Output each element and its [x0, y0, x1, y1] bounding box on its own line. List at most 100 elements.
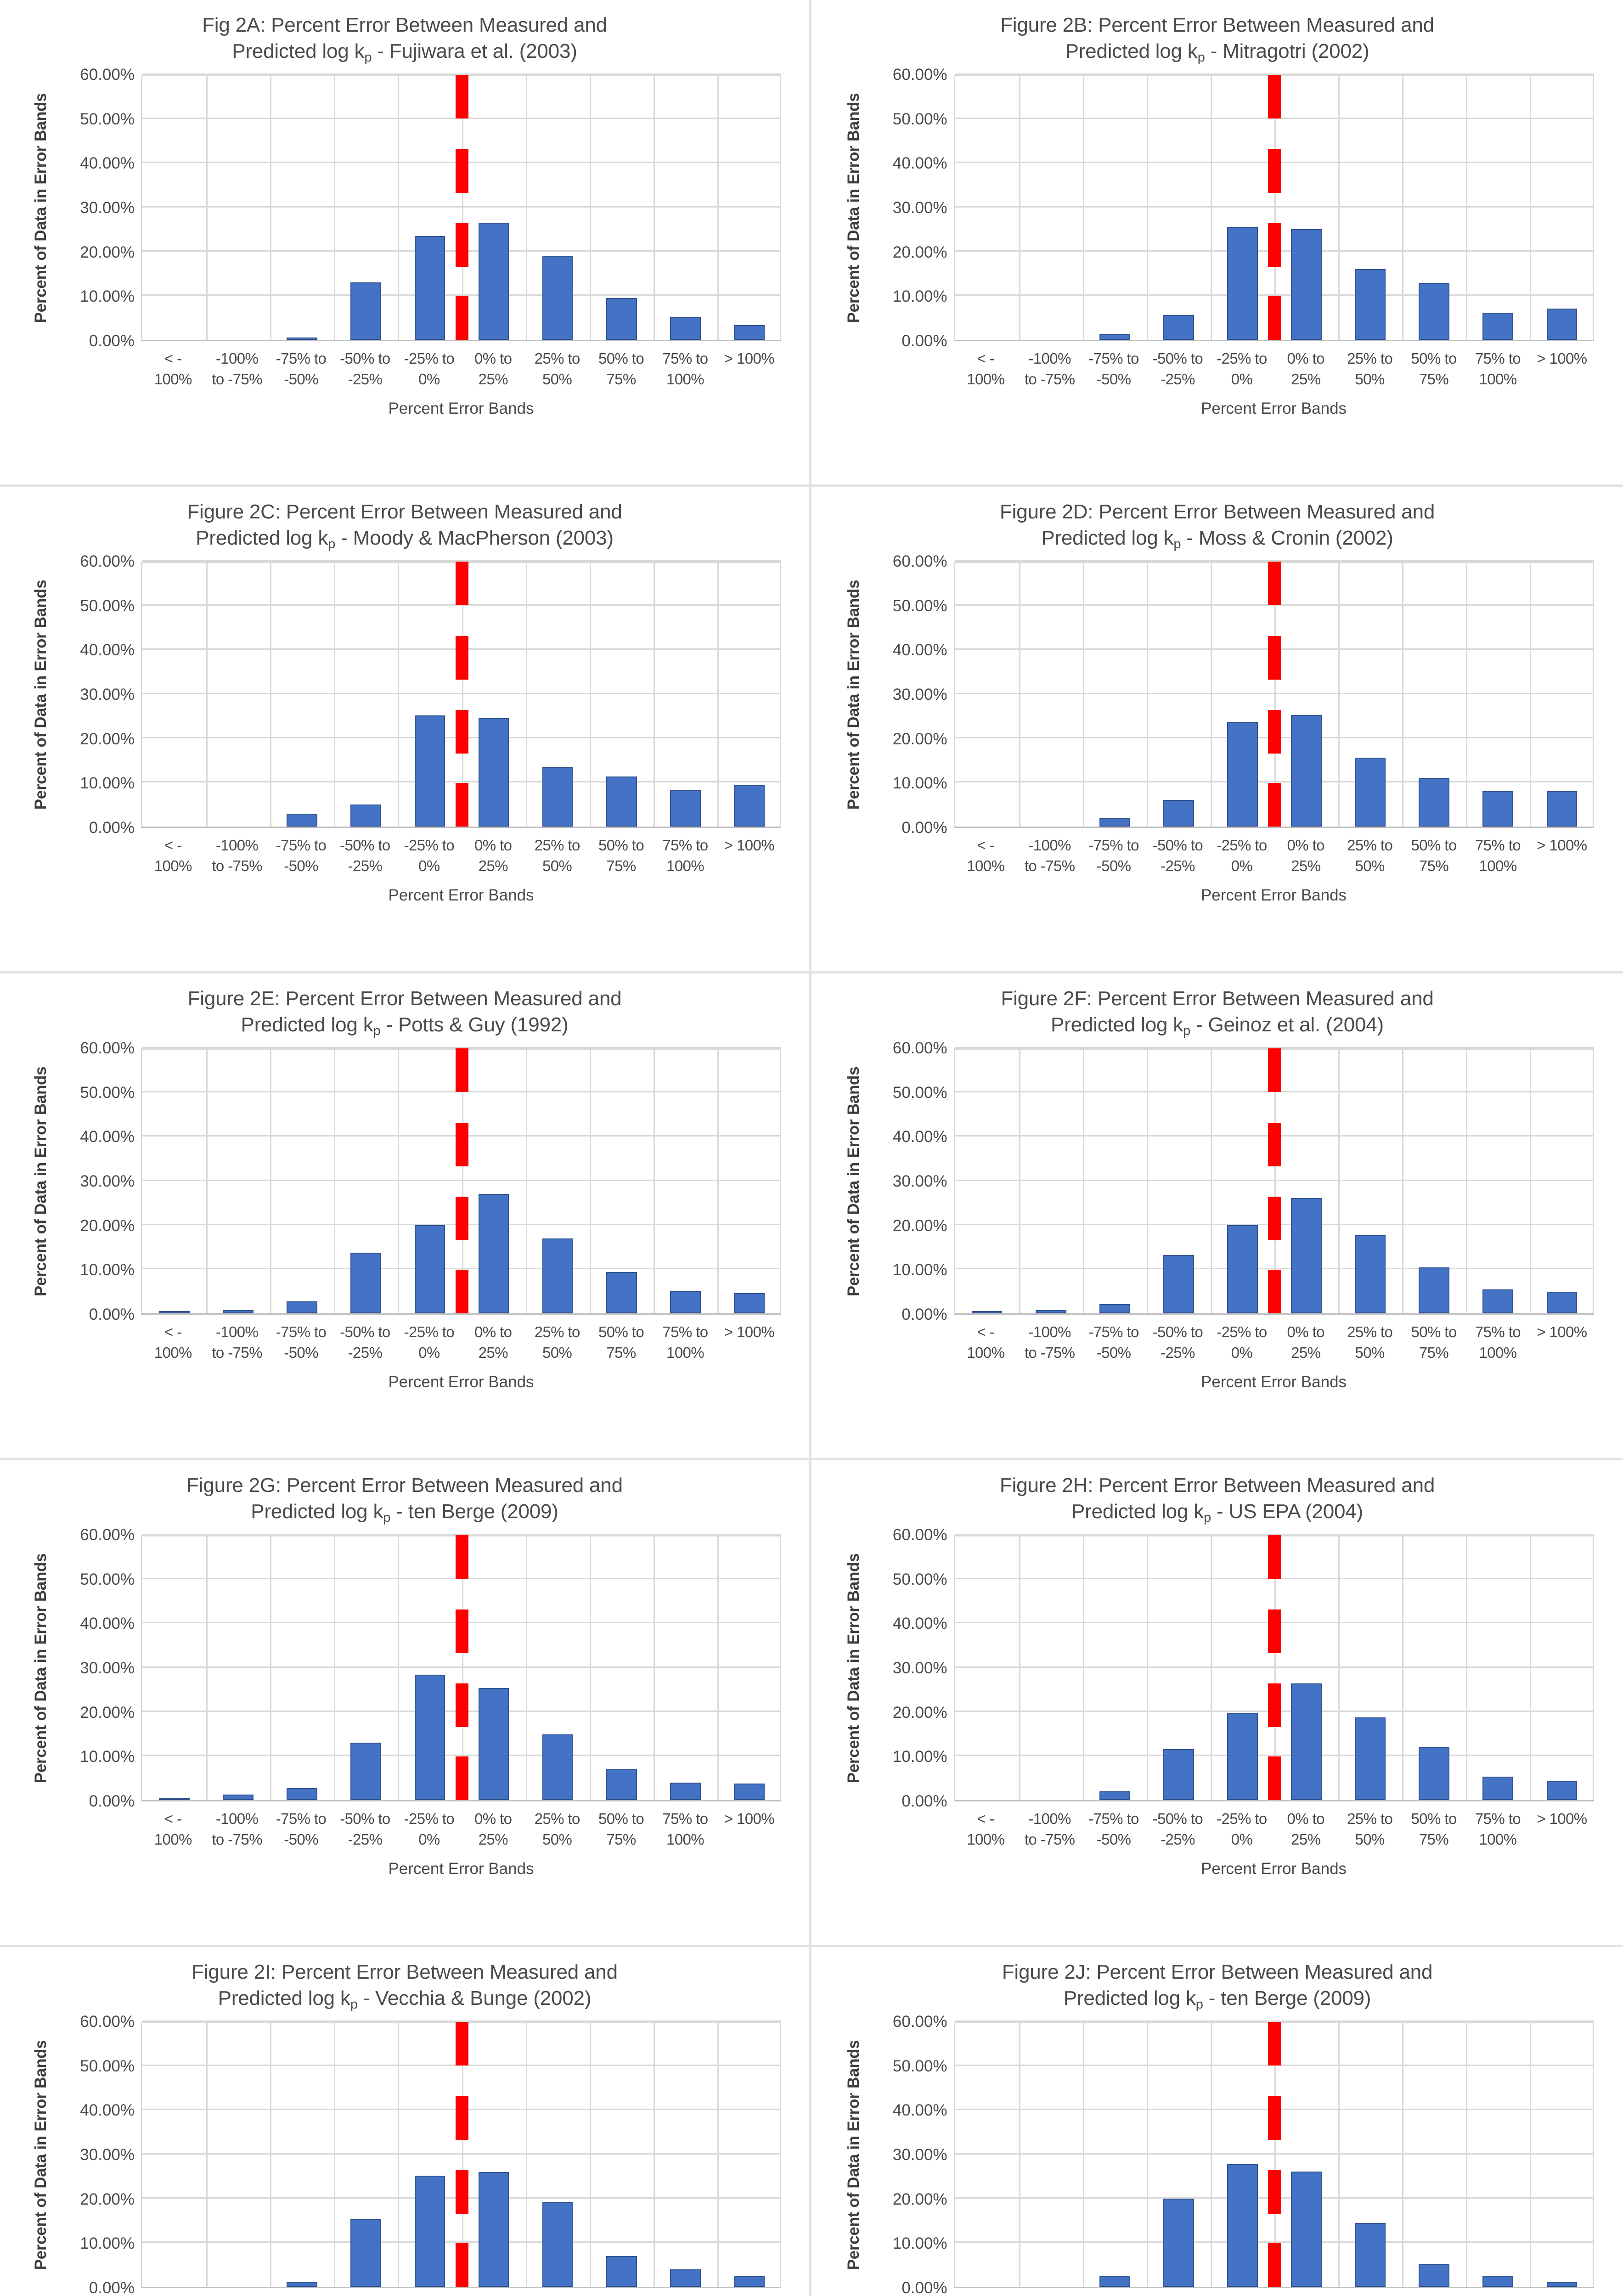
horizontal-gridline [142, 73, 781, 75]
y-axis-ticks: 0.00% 10.00% 20.00% 30.00% 40.00% 50.00% 60.00… [54, 1526, 141, 1810]
x-axis-tick-label: > 100% [1537, 837, 1587, 854]
x-axis-tick-label: -100% to -75% [1024, 837, 1075, 874]
x-axis-title: Percent Error Bands [388, 886, 534, 905]
chart-title-line1: Figure 2E: Percent Error Between Measure… [187, 987, 622, 1010]
bar-slot [142, 75, 206, 340]
bar-slot [462, 2022, 525, 2287]
bar-slot [1211, 562, 1274, 827]
bar-slot [590, 2022, 654, 2287]
bar [478, 223, 509, 340]
plot-area-2b [953, 73, 1594, 342]
bar-slot [1466, 1048, 1530, 1314]
plot-wrapper: < - 100%-100% to -75%-75% to -50%-50% to… [141, 2020, 781, 2296]
chart-panel-2f: Figure 2F: Percent Error Between Measure… [812, 974, 1623, 1460]
y-axis-tick-label: 40.00% [892, 1615, 947, 1633]
bar-slot [1530, 1535, 1594, 1801]
y-axis-tick-label: 0.00% [89, 332, 135, 350]
x-axis-tick-label: -75% to -50% [276, 1810, 327, 1848]
x-axis-tick-label: > 100% [724, 837, 775, 854]
x-axis-tick-label: 25% to 50% [534, 1810, 580, 1848]
x-axis-tick-label: -50% to -25% [340, 1323, 390, 1361]
x-axis-tick-label: -100% to -75% [1024, 1810, 1075, 1848]
vertical-gridline [270, 75, 272, 340]
x-axis-tick-label: 75% to 100% [1475, 1810, 1521, 1848]
x-axis-tick-label: 0% to 25% [474, 1810, 512, 1848]
y-axis-tick-label: 60.00% [80, 1039, 135, 1058]
bar-series [955, 2022, 1594, 2287]
y-axis-tick-label: 50.00% [892, 1083, 947, 1102]
bar-slot [1274, 2022, 1338, 2287]
x-axis-tick-label: -25% to 0% [1217, 1810, 1267, 1848]
x-axis-tick-label: 75% to 100% [1475, 350, 1521, 388]
chart-title-line2-post: - Fujiwara et al. (2003) [372, 40, 577, 63]
bar-slot [398, 75, 462, 340]
bar [1482, 1777, 1514, 1801]
x-axis-tick-label: 50% to 75% [1411, 837, 1457, 874]
bar [606, 777, 637, 827]
x-axis-tick-label: 25% to 50% [534, 350, 580, 388]
bar-slot [334, 1535, 398, 1801]
bar [1355, 1717, 1386, 1801]
bar-slot [206, 1048, 270, 1314]
bar [287, 814, 318, 827]
y-axis-title: Percent of Data in Error Bands [841, 75, 867, 433]
chart-title-line2-pre: Predicted log k [1041, 527, 1174, 550]
y-axis-tick-label: 50.00% [892, 110, 947, 128]
vertical-gridline [1338, 562, 1340, 827]
x-axis-tick-label: 75% to 100% [1475, 1323, 1521, 1361]
bar [734, 1293, 765, 1314]
y-axis-tick-label: 20.00% [80, 730, 135, 748]
bar [1546, 308, 1578, 340]
x-axis-tick-label: -50% to -25% [340, 350, 390, 388]
y-axis-tick-label: 0.00% [902, 2279, 947, 2296]
plot-area-2g [141, 1534, 781, 1802]
kp-subscript: p [328, 537, 336, 552]
bar [1099, 333, 1130, 340]
plot-wrapper: < - 100%-100% to -75%-75% to -50%-50% to… [141, 1047, 781, 1407]
vertical-gridline [1530, 1535, 1532, 1801]
vertical-gridline [334, 1048, 336, 1314]
chart-title-line2-pre: Predicted log k [1065, 40, 1198, 63]
x-axis-tick-label: > 100% [1537, 350, 1587, 367]
vertical-gridline [462, 1535, 463, 1801]
vertical-gridline [1274, 2022, 1276, 2287]
vertical-gridline [398, 75, 400, 340]
bar-slot [955, 1535, 1019, 1800]
chart-panel-2i: Figure 2I: Percent Error Between Measure… [0, 1947, 812, 2296]
bar-slot [1019, 562, 1083, 827]
vertical-gridline [1466, 562, 1468, 827]
y-axis-title: Percent of Data in Error Bands [841, 2022, 867, 2296]
y-axis-tick-label: 60.00% [892, 66, 947, 84]
bar [478, 1688, 509, 1801]
plot-wrapper: < - 100%-100% to -75%-75% to -50%-50% to… [953, 1047, 1594, 1407]
bar-slot [955, 562, 1019, 827]
x-axis-tick-label: 25% to 50% [1347, 837, 1393, 874]
bar-slot [1530, 2022, 1594, 2287]
x-axis-tick-label: 0% to 25% [1287, 1810, 1325, 1848]
y-axis-title: Percent of Data in Error Bands [28, 2022, 54, 2296]
vertical-gridline [653, 562, 655, 827]
y-axis-tick-label: 10.00% [80, 287, 135, 306]
chart-title-2f: Figure 2F: Percent Error Between Measure… [880, 985, 1555, 1040]
y-axis-ticks: 0.00% 10.00% 20.00% 30.00% 40.00% 50.00% 60.00… [867, 66, 954, 350]
vertical-gridline [1082, 75, 1084, 340]
plot-right-border [780, 562, 781, 827]
vertical-gridline [1210, 562, 1212, 827]
bar-slot [1274, 562, 1338, 827]
x-axis-tick-label: 25% to 50% [534, 1323, 580, 1361]
bar [606, 298, 637, 340]
bar-slot [1083, 1535, 1147, 1801]
horizontal-gridline [955, 560, 1594, 562]
vertical-gridline [717, 1048, 719, 1314]
x-axis-tick-label: 50% to 75% [1411, 1810, 1457, 1848]
bar [223, 1310, 254, 1314]
bar [1035, 1310, 1066, 1314]
bar-slot [717, 2022, 781, 2287]
bar-slot [1466, 1535, 1530, 1801]
vertical-gridline [398, 1048, 400, 1314]
bar [1227, 2164, 1258, 2287]
bar [223, 1794, 254, 1801]
vertical-gridline [270, 1048, 272, 1314]
chart-title-line1: Figure 2C: Percent Error Between Measure… [187, 501, 622, 523]
y-axis-tick-label: 20.00% [892, 730, 947, 748]
